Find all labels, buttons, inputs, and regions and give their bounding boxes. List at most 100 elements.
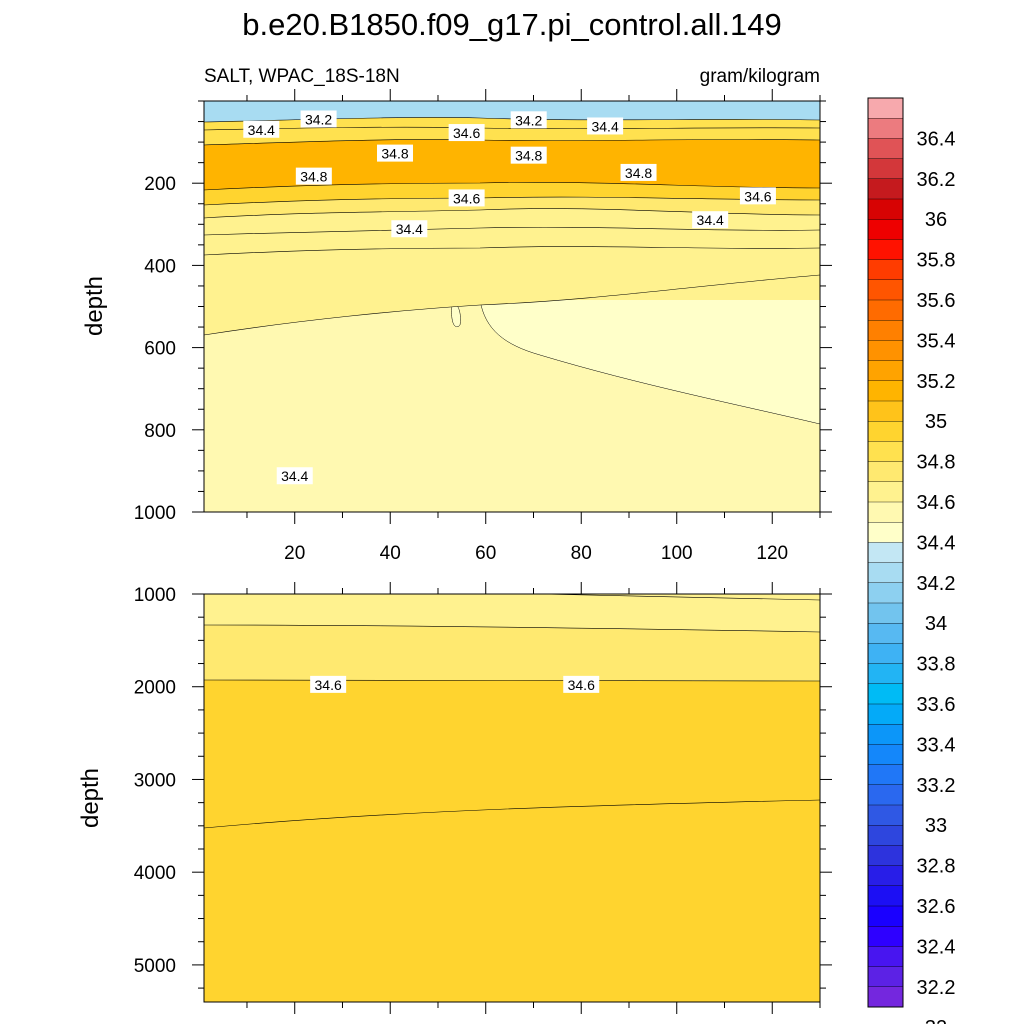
contour-label-bg — [300, 110, 337, 128]
colorbar-box — [867, 117, 904, 139]
contour-label-text: 34.8 — [515, 148, 542, 164]
colorbar-box — [867, 239, 904, 261]
y-tick-label: 800 — [144, 421, 176, 442]
contour-line — [203, 182, 821, 191]
colorbar-label: 35 — [925, 411, 947, 433]
colorbar-box — [867, 542, 904, 564]
colorbar-label: 32.2 — [917, 977, 956, 999]
contour-label-text: 34.8 — [625, 165, 652, 181]
contour-label: 34.4 — [587, 117, 624, 135]
x-tick-label: 20 — [284, 543, 305, 564]
contour-line — [203, 624, 821, 633]
upper-fill-34p6b — [204, 215, 820, 335]
colorbar-label: 32 — [925, 1017, 947, 1024]
colorbar-box — [867, 522, 904, 543]
colorbar-box — [867, 703, 904, 725]
contour-label: 34.6 — [739, 187, 776, 205]
colorbar-label: 32.6 — [917, 896, 956, 918]
contour-label: 34.8 — [295, 167, 332, 185]
y-tick-label: 1000 — [134, 585, 176, 606]
upper-axes: 200 400 600 800 1000 20 40 60 80 100 120 — [134, 89, 832, 564]
y-tick-label: 200 — [144, 174, 176, 195]
contour-label-bg — [310, 675, 347, 693]
contour-label-bg — [448, 124, 485, 142]
x-tick-label: 120 — [756, 543, 788, 564]
colorbar-box — [867, 421, 904, 442]
colorbar-box — [867, 683, 904, 705]
colorbar-label: 34 — [925, 613, 947, 635]
colorbar-box — [867, 299, 904, 321]
upper-ylabel: depth — [81, 276, 108, 336]
contour-label: 34.8 — [510, 146, 547, 164]
contour-label-text: 34.4 — [248, 122, 275, 138]
lower-contour-labels: 34.6 34.6 — [310, 675, 600, 693]
contour-line — [203, 226, 821, 236]
x-tick-label: 60 — [475, 543, 496, 564]
colorbar-box — [867, 825, 904, 846]
contour-label-text: 34.6 — [453, 190, 480, 206]
contour-label: 34.6 — [563, 675, 600, 693]
contour-label-text: 34.4 — [697, 212, 724, 228]
colorbar-label: 33.2 — [917, 775, 956, 797]
colorbar-label: 36 — [925, 209, 947, 231]
contour-line — [203, 799, 821, 829]
contour-label-text: 34.8 — [300, 169, 327, 185]
colorbar-box — [867, 400, 904, 422]
contour-label-bg — [739, 187, 776, 205]
colorbar-box — [867, 320, 904, 341]
contour-label-bg — [587, 117, 624, 135]
lower-axes: 1000 2000 3000 4000 5000 — [134, 582, 832, 1014]
colorbar-box — [867, 845, 904, 867]
colorbar-box — [867, 97, 904, 119]
contour-label: 34.6 — [448, 124, 485, 142]
colorbar-label: 35.2 — [917, 371, 956, 393]
contour-label-bg — [391, 220, 428, 238]
left-subtitle: SALT, WPAC_18S-18N — [204, 66, 400, 87]
colorbar-box — [867, 744, 904, 766]
contour-label-bg — [563, 675, 600, 693]
contour-label: 34.2 — [300, 110, 337, 128]
contour-label: 34.6 — [310, 675, 347, 693]
colorbar-label: 33.8 — [917, 654, 956, 676]
lower-frame — [203, 593, 821, 1003]
y-tick-label: 400 — [144, 256, 176, 277]
colorbar-label: 36.2 — [917, 169, 956, 191]
colorbar: 36.4 36.2 36 35.8 35.6 35.4 35.2 35 34.8 34.6 34.4… — [867, 97, 956, 1024]
colorbar-box — [867, 986, 904, 1008]
colorbar-label: 33.4 — [917, 734, 956, 756]
lower-ylabel: depth — [77, 768, 104, 828]
colorbar-label: 36.4 — [917, 128, 956, 150]
lower-fill-34p5 — [204, 594, 820, 632]
contour-label-text: 34.2 — [515, 112, 542, 128]
colorbar-box — [867, 501, 904, 523]
colorbar-box — [867, 178, 904, 200]
colorbar-box — [867, 602, 904, 624]
colorbar-box — [867, 218, 904, 240]
y-tick-label: 5000 — [134, 956, 176, 977]
contour-label-text: 34.4 — [396, 221, 423, 237]
colorbar-box — [867, 441, 904, 463]
contour-label-bg — [276, 467, 313, 485]
contour-label-text: 34.2 — [305, 111, 332, 127]
y-tick-label: 600 — [144, 339, 176, 360]
contour-label-bg — [295, 167, 332, 185]
colorbar-box — [867, 724, 904, 745]
colorbar-box — [867, 784, 904, 806]
y-tick-label: 3000 — [134, 770, 176, 791]
contour-label-bg — [243, 120, 280, 138]
x-tick-label: 40 — [380, 543, 401, 564]
colorbar-box — [867, 885, 904, 907]
contour-label: 34.4 — [276, 467, 313, 485]
colorbar-box — [867, 259, 904, 281]
x-tick-label: 80 — [571, 543, 592, 564]
colorbar-box — [867, 926, 904, 947]
contour-label: 34.2 — [510, 111, 547, 129]
y-tick-label: 4000 — [134, 863, 176, 884]
contour-label-bg — [448, 189, 485, 207]
colorbar-box — [867, 138, 904, 160]
plot-title: b.e20.B1850.f09_g17.pi_control.all.149 — [242, 7, 782, 42]
contour-label-bg — [620, 163, 657, 181]
y-tick-label: 1000 — [134, 503, 176, 524]
contour-label-text: 34.6 — [568, 677, 595, 693]
